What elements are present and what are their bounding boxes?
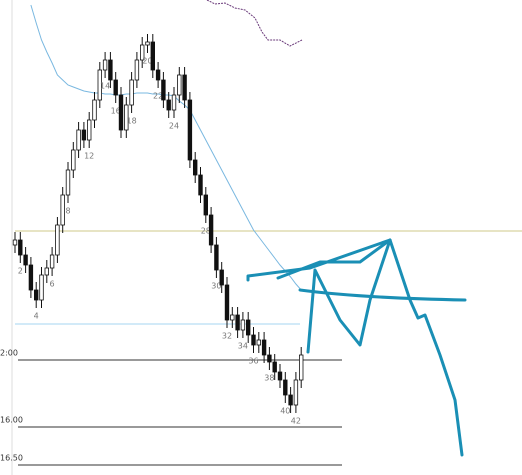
candle-body	[230, 314, 235, 321]
candle-body	[134, 59, 140, 81]
candle-body	[293, 379, 299, 406]
moving-average	[30, 4, 302, 291]
bar-number: 8	[65, 207, 70, 216]
candle-body	[235, 314, 240, 331]
bar-number: 12	[84, 152, 94, 161]
candle-body	[256, 339, 261, 346]
candle-body	[272, 361, 277, 373]
bar-number: 24	[169, 122, 179, 131]
indicator-line	[206, 0, 303, 47]
candle-body	[34, 289, 39, 301]
candle-body	[245, 319, 251, 336]
candle-body	[139, 44, 145, 61]
candle-body	[166, 99, 171, 111]
candle-body	[171, 94, 177, 111]
candle-body	[177, 74, 182, 96]
candle-body	[155, 69, 161, 81]
bar-number: 28	[201, 227, 211, 236]
bar-number: 30	[211, 282, 221, 291]
candle-body	[71, 149, 76, 171]
bar-number: 18	[127, 117, 137, 126]
candle-body	[28, 264, 34, 291]
candle-body	[23, 254, 28, 266]
bar-number: 32	[222, 332, 232, 341]
candle-body	[208, 214, 214, 246]
level-label: 16.00	[0, 416, 23, 425]
hand-drawing	[246, 238, 467, 457]
bar-number: 42	[291, 417, 301, 426]
candle-body	[182, 74, 187, 101]
candle-body	[44, 267, 49, 276]
candle-body	[49, 254, 55, 269]
candle-body	[18, 239, 23, 256]
candle-body	[39, 274, 44, 301]
candle-body	[65, 169, 71, 196]
candle-body	[145, 41, 150, 46]
bar-number: 20	[142, 57, 152, 66]
candle-body	[298, 354, 304, 381]
candle-body	[288, 394, 293, 406]
candle-body	[124, 104, 129, 131]
bar-number: 38	[264, 374, 274, 383]
candle-body	[224, 284, 230, 321]
candle-body	[203, 194, 208, 216]
bar-number: 2	[18, 267, 23, 276]
candle-body	[87, 119, 92, 141]
candle-body	[251, 334, 256, 346]
bar-number: 16	[111, 107, 121, 116]
candle-body	[118, 94, 124, 131]
bar-number: 14	[100, 82, 110, 91]
candle-body	[267, 354, 272, 363]
level-label: 2:00	[0, 349, 18, 358]
candle-body	[55, 224, 60, 256]
candle-body	[198, 174, 203, 196]
bar-number: 36	[248, 357, 258, 366]
candle-body	[150, 41, 155, 71]
candle-body	[283, 379, 288, 396]
candle-body	[81, 129, 87, 141]
candle-body	[187, 99, 193, 161]
bar-number: 22	[153, 92, 163, 101]
candle-body	[60, 194, 65, 226]
candle-body	[97, 69, 102, 101]
candle-body	[76, 129, 81, 151]
candle-body	[192, 159, 198, 176]
candle-body	[108, 59, 113, 81]
candle-body	[214, 244, 219, 271]
candle-body	[113, 79, 118, 96]
candle-body	[92, 99, 97, 121]
candle-body	[240, 319, 246, 331]
candle-body	[261, 339, 267, 356]
bar-number: 40	[280, 407, 290, 416]
candle-body	[277, 371, 283, 381]
candle-body	[161, 79, 166, 101]
candle-body	[219, 269, 224, 286]
bar-number: 6	[50, 280, 55, 289]
candle-body	[12, 239, 18, 246]
bar-number: 34	[238, 342, 248, 351]
candle-body	[102, 59, 108, 71]
level-label: 16.50	[0, 454, 23, 463]
bar-number: 4	[34, 312, 39, 321]
candle-body	[129, 79, 134, 106]
